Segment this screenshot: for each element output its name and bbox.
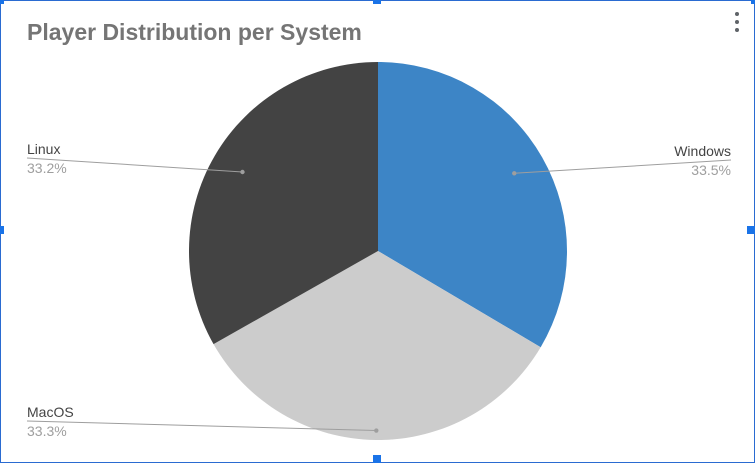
slice-percent-macos: 33.3% (27, 423, 67, 439)
resize-handle-top-left[interactable] (0, 0, 4, 4)
pie-slice-linux[interactable] (188, 62, 378, 345)
leader-dot-macos (374, 428, 379, 433)
pie-slice-windows[interactable] (378, 62, 567, 348)
resize-handle-left[interactable] (0, 226, 4, 234)
pie-labels: Windows 33.5% MacOS 33.3% Linux 33.2% (26, 141, 732, 439)
leader-line-windows (514, 159, 732, 174)
resize-handle-right[interactable] (747, 226, 755, 234)
leader-dot-windows (512, 171, 517, 176)
slice-percent-linux: 33.2% (27, 160, 67, 176)
pie-slices (188, 62, 567, 440)
chart-title: Player Distribution per System (27, 19, 362, 45)
leader-line-macos (26, 420, 377, 432)
leader-dot-linux (240, 169, 245, 175)
more-vert-icon[interactable] (725, 7, 749, 37)
resize-handle-top[interactable] (373, 0, 381, 4)
slice-percent-windows: 33.5% (691, 162, 731, 178)
resize-handle-top-right[interactable] (751, 0, 755, 4)
slice-label-linux: Linux (27, 141, 60, 157)
resize-handle-bottom[interactable] (373, 455, 381, 463)
pie-slice-macos[interactable] (213, 251, 541, 440)
leader-line-linux (26, 157, 243, 173)
slice-label-macos: MacOS (27, 404, 74, 420)
slice-label-windows: Windows (674, 143, 731, 159)
